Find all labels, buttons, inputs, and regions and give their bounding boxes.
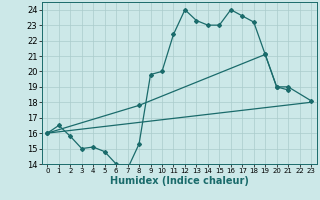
X-axis label: Humidex (Indice chaleur): Humidex (Indice chaleur): [110, 176, 249, 186]
